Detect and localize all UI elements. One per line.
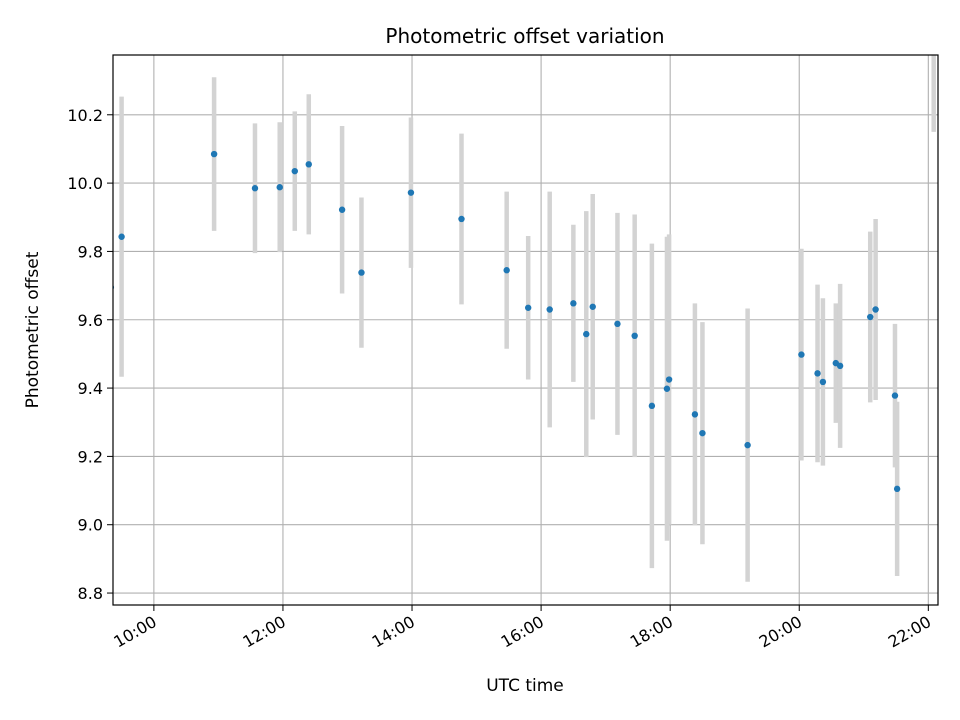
data-point [305,161,312,168]
data-point [893,485,901,493]
data-point [691,411,699,418]
data-point [291,167,298,175]
data-point [614,320,621,328]
data-point [699,429,706,437]
data-points [113,150,901,493]
data-point [276,184,283,191]
data-point [819,378,827,386]
data-point [546,306,553,313]
data-point [338,206,346,213]
chart-title: Photometric offset variation [385,24,664,48]
data-point [631,332,638,340]
data-point [503,267,510,274]
data-point [251,185,259,192]
y-tick-label: 9.0 [78,516,103,535]
y-tick-label: 8.8 [78,584,103,603]
y-axis-label: Photometric offset [23,251,43,408]
y-tick-label: 9.8 [78,242,103,261]
data-point [814,370,821,377]
y-tick-label: 9.2 [78,447,103,466]
data-point [648,402,656,410]
plot-frame [112,54,939,606]
data-point [407,189,415,196]
data-point [872,306,879,313]
data-point [458,215,465,223]
data-point [836,362,844,370]
data-point [891,392,899,399]
data-point [118,233,125,240]
y-tick-label: 10.2 [67,106,103,125]
data-point [583,330,590,338]
data-point [570,300,577,307]
data-point [210,150,218,158]
data-point [524,304,532,311]
x-axis-label: UTC time [486,676,564,696]
y-tick-label: 9.6 [78,311,103,330]
y-axis-ticks: 8.8 9.0 9.2 9.4 9.6 9.8 10.0 10.2 [67,106,113,603]
data-point [744,441,751,449]
data-point [663,385,671,392]
data-point [358,269,365,276]
data-point [798,351,805,358]
data-point [867,313,874,321]
data-point [665,376,673,383]
y-tick-label: 10.0 [67,174,103,193]
y-tick-label: 9.4 [78,379,103,398]
data-point [589,303,596,310]
